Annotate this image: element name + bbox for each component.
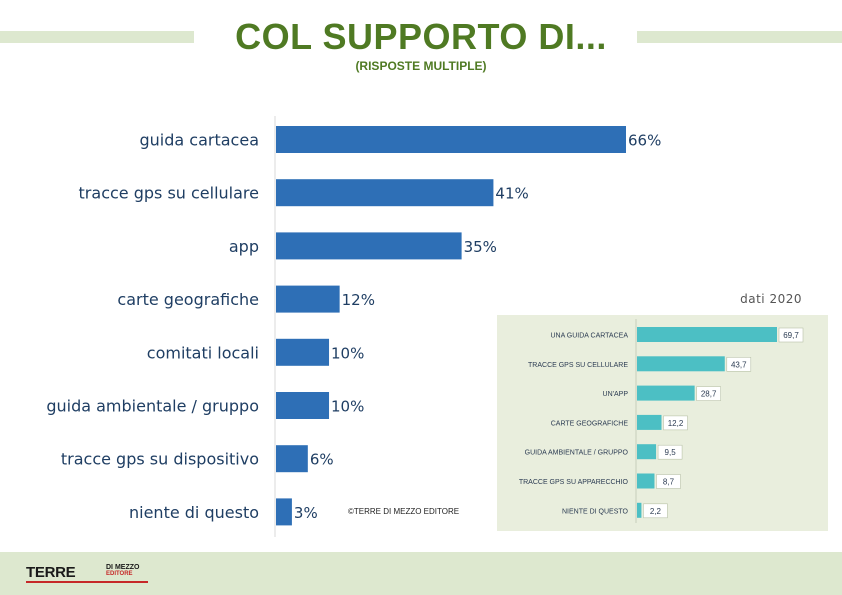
page-subtitle: (RISPOSTE MULTIPLE)	[355, 59, 487, 73]
main-category-label: app	[229, 237, 259, 256]
inset-bar-chart: UNA GUIDA CARTACEA 69,7 TRACCE GPS SU CELL…	[519, 319, 804, 523]
inset-bar	[637, 356, 725, 372]
footer-band: TERRE DI MEZZO EDITORE	[0, 552, 842, 595]
main-value-label: 12%	[342, 291, 375, 309]
inset-panel: UNA GUIDA CARTACEA 69,7 TRACCE GPS SU CELL…	[497, 315, 828, 531]
copyright-note: ©TERRE DI MEZZO EDITORE	[348, 507, 460, 516]
main-value-label: 3%	[294, 504, 318, 522]
inset-value-label: 43,7	[731, 360, 747, 369]
title-decor-right	[637, 31, 842, 43]
main-category-label: comitati locali	[147, 343, 259, 362]
inset-category-label: NIENTE DI QUESTO	[562, 508, 629, 515]
main-value-label: 35%	[464, 238, 497, 256]
main-value-label: 10%	[331, 344, 364, 362]
logo-line-1: DI MEZZO	[106, 564, 140, 571]
inset-category-label: UNA GUIDA CARTACEA	[550, 333, 628, 340]
inset-bar	[637, 385, 695, 401]
inset-value-box	[656, 474, 681, 489]
main-value-label: 6%	[310, 451, 334, 469]
main-category-label: guida ambientale / gruppo	[46, 397, 259, 416]
inset-value-label: 9,5	[665, 448, 677, 457]
inset-category-label: GUIDA AMBIENTALE / GRUPPO	[525, 450, 629, 457]
inset-bar	[637, 414, 662, 430]
page-title: COL SUPPORTO DI...	[235, 16, 607, 57]
inset-value-box	[696, 386, 721, 401]
inset-category-label: TRACCE GPS SU CELLULARE	[528, 362, 628, 369]
inset-value-box	[643, 503, 668, 519]
inset-category-label: CARTE GEOGRAFICHE	[551, 420, 629, 427]
main-value-label: 66%	[628, 132, 661, 150]
inset-value-label: 12,2	[668, 419, 684, 428]
main-bar	[276, 445, 308, 473]
inset-bar	[637, 444, 657, 460]
main-category-label: tracce gps su cellulare	[79, 184, 259, 203]
inset-bar	[637, 502, 642, 518]
main-value-label: 41%	[495, 185, 528, 203]
main-bar	[276, 285, 340, 313]
inset-value-label: 28,7	[701, 390, 717, 399]
main-bar	[276, 392, 330, 419]
inset-bar	[637, 327, 777, 342]
inset-category-label: TRACCE GPS SU APPARECCHIO	[519, 479, 629, 486]
inset-value-label: 69,7	[783, 331, 799, 340]
main-bar	[276, 126, 626, 153]
main-category-label: tracce gps su dispositivo	[61, 450, 259, 469]
inset-value-box	[726, 356, 752, 372]
main-bar	[276, 232, 462, 260]
inset-value-box	[778, 327, 804, 343]
inset-value-label: 2,2	[650, 507, 662, 516]
main-value-label: 10%	[331, 398, 364, 416]
inset-value-box	[657, 444, 683, 460]
logo-line-2: EDITORE	[106, 571, 133, 577]
main-category-label: niente di questo	[129, 503, 259, 522]
inset-chart-title: dati 2020	[740, 292, 802, 306]
main-bar	[276, 498, 292, 526]
inset-value-box	[663, 415, 688, 431]
main-bar	[276, 179, 494, 207]
main-bar	[276, 338, 330, 366]
main-category-label: carte geografiche	[117, 290, 259, 309]
logo-underline	[26, 581, 148, 583]
main-category-label: guida cartacea	[140, 131, 260, 150]
inset-category-label: UN'APP	[603, 391, 629, 398]
inset-bar	[637, 473, 655, 489]
inset-value-label: 8,7	[663, 478, 675, 487]
title-decor-left	[0, 31, 194, 43]
logo-wordmark: TERRE	[26, 564, 76, 581]
